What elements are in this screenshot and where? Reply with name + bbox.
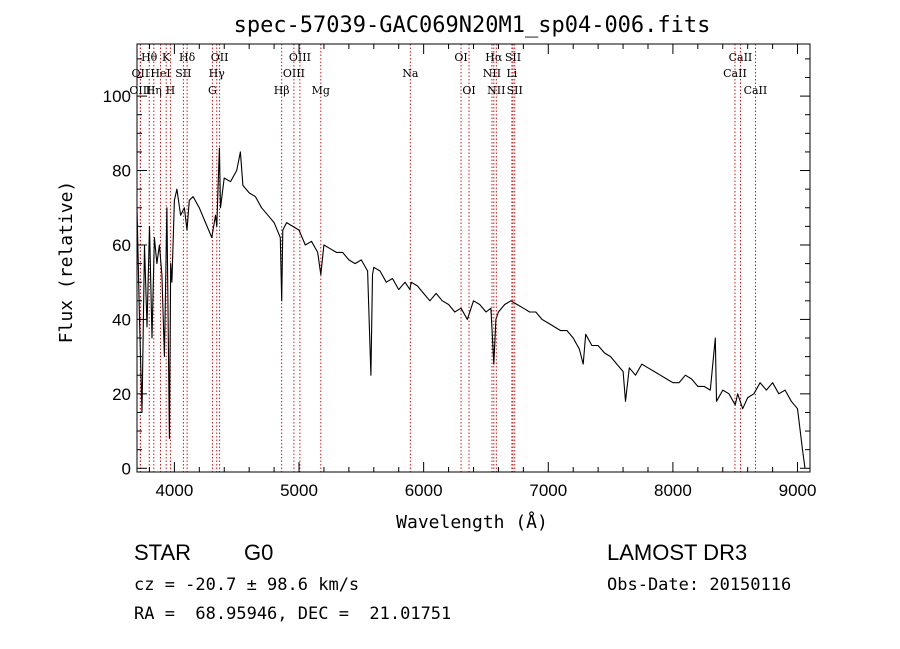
line-label-13: OIII [283,67,305,80]
chart-title: spec-57039-GAC069N20M1_sp04-006.fits [234,13,711,38]
line-label-3: OIII [129,84,151,97]
flux-line [136,147,806,469]
object-class: STAR [134,540,192,565]
coordinates: RA = 68.95946, DEC = 21.01751 [134,604,452,624]
line-label-14: OIII [289,51,311,64]
y-tick-label-0: 0 [122,459,131,478]
line-label-12: Hβ [274,84,290,97]
x-axis-label: Wavelength (Å) [396,511,548,533]
x-tick-label-7000: 7000 [529,481,567,500]
x-tick-label-6000: 6000 [405,481,443,500]
spectral-line-labels: Hθ Hη OII OIII HeI K H SII Hδ G Hγ OII Hβ OIII OIII Mg N… [129,51,767,97]
y-tick-label-80: 80 [112,162,131,181]
line-label-1: Hη [146,84,162,97]
y-tick-label-40: 40 [112,310,131,329]
line-label-9: G [208,84,217,97]
line-label-8: Hδ [179,51,196,64]
line-label-7: SII [175,67,191,80]
spectral-line-markers [139,44,756,472]
y-axis: 0 20 40 60 80 100 [103,58,810,478]
x-axis: 4000 5000 6000 7000 8000 9000 [148,44,817,500]
line-label-22: Li [506,67,517,80]
line-label-20: Hα [485,51,503,64]
line-label-25: CaII [723,67,747,80]
line-label-10: Hγ [209,67,226,80]
line-label-26: CaII [729,51,753,64]
line-label-0: Hθ [141,51,158,64]
line-label-5: K [162,51,171,64]
line-label-15: Mg [312,84,330,97]
redshift-velocity: cz = -20.7 ± 98.6 km/s [134,575,360,595]
line-label-16: Na [402,67,419,80]
line-label-17: OI [454,51,467,64]
line-label-18: OI [462,84,475,97]
line-label-19: NII [483,67,501,80]
line-label-23: SII [505,51,521,64]
observation-date: Obs-Date: 20150116 [607,575,792,595]
x-tick-label-9000: 9000 [779,481,817,500]
line-label-4: HeI [150,67,170,80]
line-label-2: OII [132,67,150,80]
line-label-27: CaII [744,84,768,97]
y-tick-label-20: 20 [112,385,131,404]
x-tick-label-4000: 4000 [155,481,193,500]
line-label-11: OII [211,51,229,64]
line-label-21: NII [487,84,505,97]
object-subclass: G0 [244,540,274,565]
x-tick-label-5000: 5000 [280,481,318,500]
line-label-24: SII [507,84,523,97]
y-tick-label-100: 100 [103,87,131,106]
survey-name: LAMOST DR3 [607,540,748,565]
plot-frame [136,43,811,473]
flux-series [136,147,806,469]
x-tick-label-8000: 8000 [654,481,692,500]
line-label-6: H [166,84,176,97]
y-axis-label: Flux (relative) [56,181,77,344]
y-tick-label-60: 60 [112,236,131,255]
